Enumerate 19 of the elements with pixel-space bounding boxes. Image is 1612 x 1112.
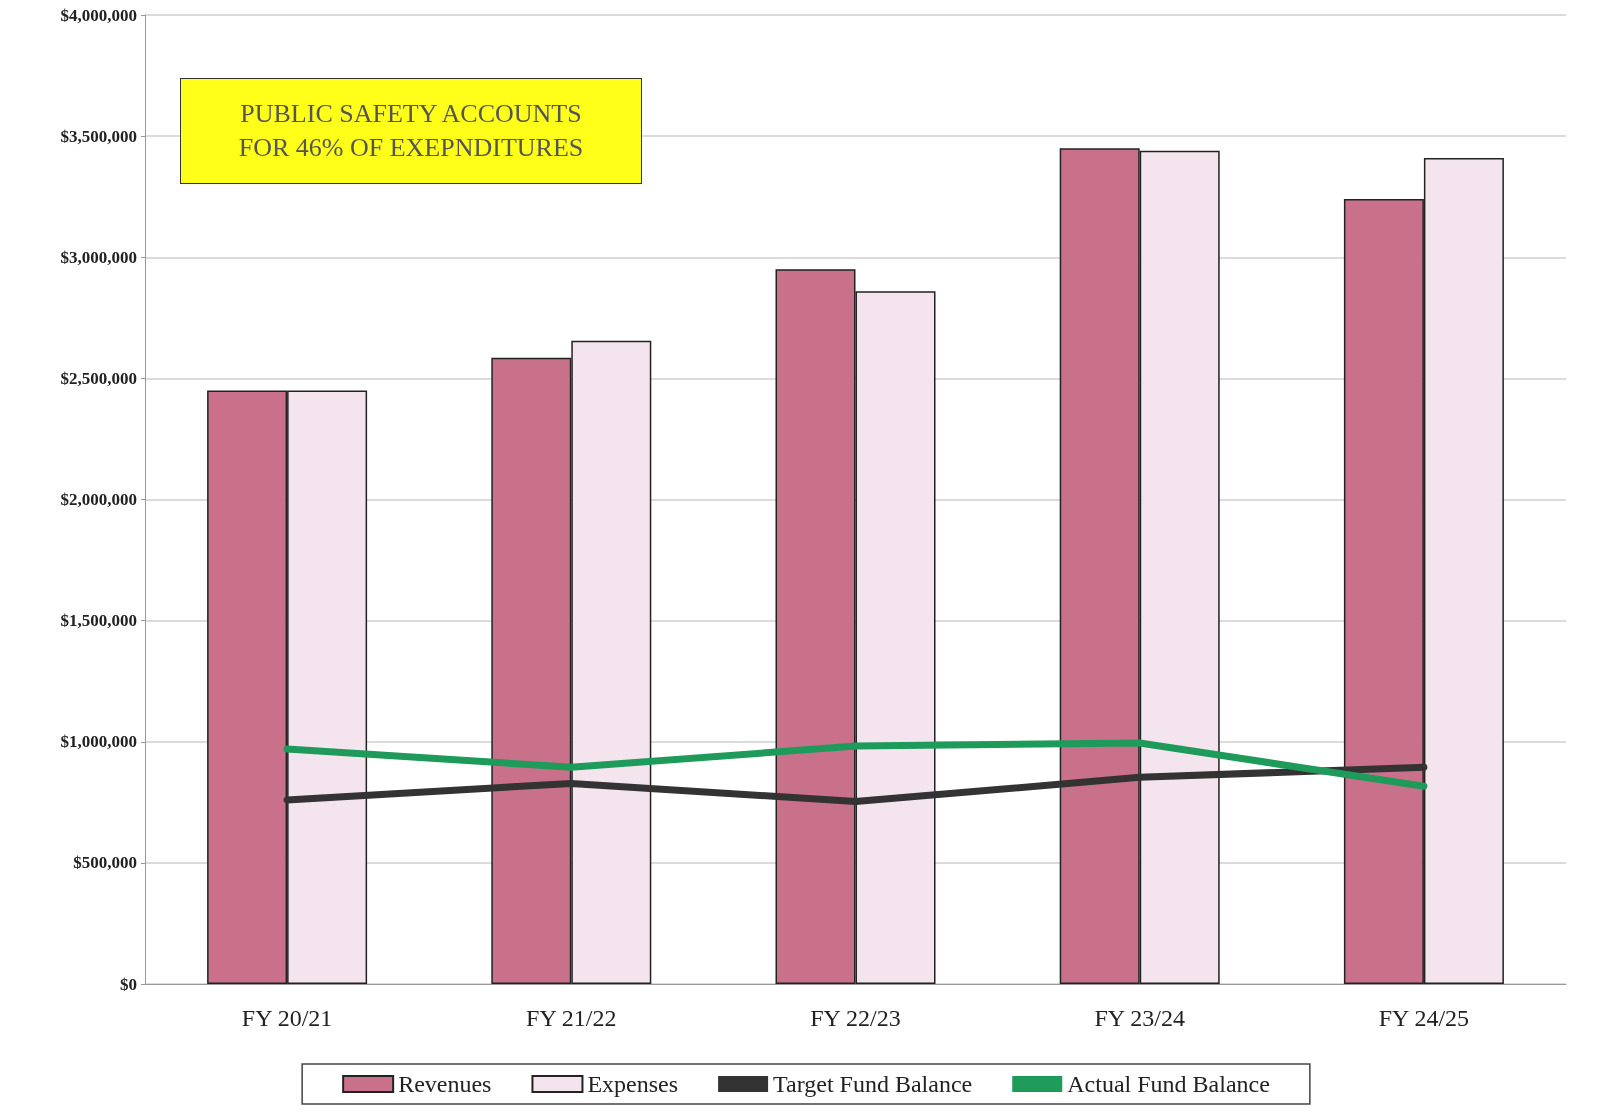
x-tick-label: FY 22/23	[810, 1005, 901, 1031]
legend-label: Actual Fund Balance	[1067, 1071, 1270, 1097]
x-tick-label: FY 24/25	[1378, 1005, 1470, 1031]
y-tick-label: $0	[120, 974, 137, 994]
y-tick-label: $3,000,000	[60, 247, 137, 267]
y-tick-label: $1,000,000	[60, 732, 137, 752]
legend-label: Revenues	[398, 1071, 492, 1097]
x-tick-label: FY 21/22	[526, 1005, 617, 1031]
y-tick-label: $1,500,000	[60, 611, 137, 631]
y-tick-label: $4,000,000	[60, 5, 137, 25]
y-tick-label: $500,000	[73, 853, 137, 873]
y-tick-label: $2,500,000	[60, 368, 137, 388]
x-tick-label: FY 20/21	[241, 1005, 333, 1031]
legend-label: Expenses	[587, 1071, 679, 1097]
legend-label: Target Fund Balance	[773, 1071, 973, 1097]
x-tick-label: FY 23/24	[1094, 1005, 1185, 1031]
note-box: PUBLIC SAFETY ACCOUNTS FOR 46% OF EXEPNDITURES	[180, 78, 642, 184]
y-tick-label: $3,500,000	[60, 126, 137, 146]
y-tick-label: $2,000,000	[60, 490, 137, 509]
